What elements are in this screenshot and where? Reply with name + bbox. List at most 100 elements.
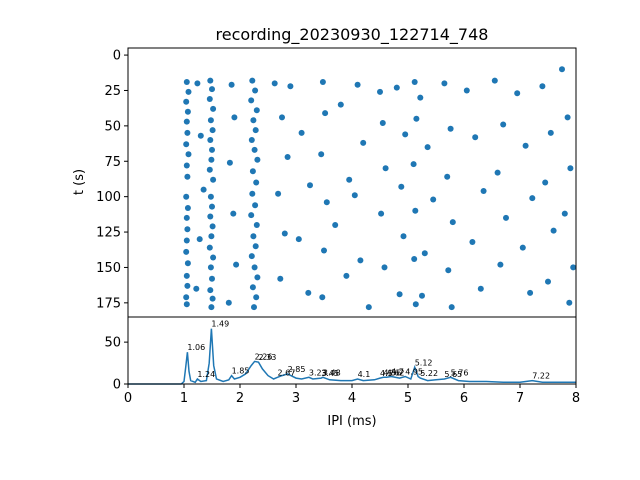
raster-point <box>441 80 448 87</box>
raster-point <box>248 97 255 104</box>
raster-point <box>254 274 261 281</box>
raster-y-axis-label: t (s) <box>72 169 87 195</box>
raster-point <box>207 264 214 271</box>
raster-point <box>208 304 215 311</box>
raster-point <box>411 79 418 85</box>
raster-point <box>252 87 259 94</box>
raster-point <box>183 118 190 125</box>
raster-point <box>184 129 191 136</box>
raster-point <box>519 244 526 251</box>
raster-point <box>412 301 419 308</box>
raster-point <box>207 137 214 143</box>
peak-label: 4.95 <box>405 368 423 377</box>
ipi-x-tick-label: 6 <box>460 391 468 406</box>
raster-point <box>250 117 257 124</box>
raster-point <box>230 210 237 217</box>
raster-point <box>183 214 190 221</box>
raster-point <box>248 137 255 143</box>
raster-point <box>183 193 190 200</box>
raster-point <box>357 257 364 264</box>
raster-point <box>200 186 207 193</box>
raster-point <box>248 253 255 260</box>
raster-point <box>184 260 191 267</box>
raster-point <box>210 105 217 112</box>
ipi-y-ticks: 0 50 <box>104 336 128 393</box>
raster-point <box>252 202 259 209</box>
raster-point <box>469 239 476 245</box>
raster-point <box>410 161 417 168</box>
raster-point <box>360 139 367 146</box>
raster-point <box>249 77 256 84</box>
raster-point <box>184 205 191 211</box>
raster-point <box>183 294 190 301</box>
ipi-y-tick-label: 0 <box>113 378 121 393</box>
peak-label: 3.48 <box>323 368 341 377</box>
peak-label: 4.1 <box>358 370 371 379</box>
raster-point <box>444 173 451 180</box>
raster-point <box>196 236 203 243</box>
raster-point <box>183 79 190 85</box>
ipi-x-tick-label: 4 <box>348 391 356 406</box>
raster-points <box>183 66 577 311</box>
raster-point <box>402 131 409 138</box>
raster-point <box>570 264 577 271</box>
raster-point <box>184 282 191 289</box>
raster-point <box>284 154 291 160</box>
raster-point <box>561 210 568 217</box>
raster-point <box>193 285 200 292</box>
raster-point <box>354 81 361 88</box>
raster-point <box>332 222 339 228</box>
raster-point <box>209 203 215 210</box>
raster-point <box>298 129 305 136</box>
raster-point <box>448 304 455 311</box>
raster-point <box>472 134 479 141</box>
raster-point <box>209 275 215 282</box>
peak-label: 3.23 <box>309 368 327 377</box>
raster-point <box>337 101 344 108</box>
peak-label: 4.62 <box>387 368 405 377</box>
raster-point <box>295 236 302 243</box>
raster-point <box>185 151 192 158</box>
raster-point <box>206 96 213 102</box>
ipi-y-tick-label: 50 <box>104 336 121 351</box>
raster-point <box>183 272 190 279</box>
raster-point <box>183 237 190 244</box>
raster-y-tick-label: 75 <box>104 155 121 170</box>
raster-point <box>503 214 509 221</box>
raster-y-tick-label: 25 <box>104 84 121 99</box>
peak-label: 5.22 <box>420 369 438 378</box>
peak-label: 3.45 <box>321 369 339 378</box>
raster-point <box>275 190 282 197</box>
raster-point <box>207 287 214 294</box>
raster-point <box>225 299 232 306</box>
raster-point <box>567 165 574 172</box>
raster-point <box>249 190 256 197</box>
raster-point <box>550 227 557 234</box>
raster-point <box>281 230 288 237</box>
raster-point <box>393 84 400 91</box>
raster-point <box>184 108 191 115</box>
raster-point <box>419 292 425 299</box>
peak-label: 1.85 <box>232 367 250 376</box>
raster-point <box>249 284 256 291</box>
raster-point <box>183 141 190 148</box>
raster-point <box>253 179 260 186</box>
peak-label: 4.7 <box>391 368 404 377</box>
raster-point <box>566 299 573 306</box>
ipi-x-tick-label: 3 <box>292 391 300 406</box>
raster-point <box>307 182 313 189</box>
raster-point <box>277 275 284 282</box>
raster-point <box>206 166 213 173</box>
raster-point <box>343 272 350 279</box>
raster-point <box>382 165 389 172</box>
raster-point <box>251 304 257 311</box>
raster-point <box>271 80 278 87</box>
raster-point <box>322 110 329 117</box>
raster-point <box>210 254 217 261</box>
raster-point <box>497 261 504 268</box>
raster-point <box>351 192 358 199</box>
raster-y-tick-label: 150 <box>96 261 121 276</box>
raster-point <box>411 256 418 262</box>
raster-point <box>249 168 256 175</box>
